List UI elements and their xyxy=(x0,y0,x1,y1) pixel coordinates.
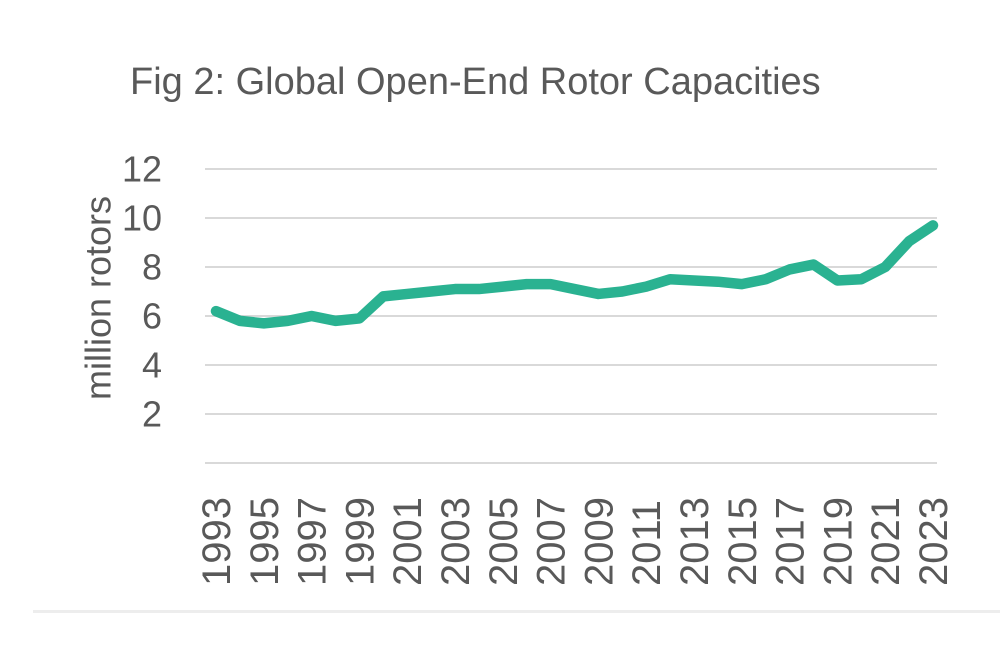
y-tick-label: 6 xyxy=(142,296,162,337)
x-tick-label: 1997 xyxy=(291,497,335,586)
y-axis-tick-labels: 2 4 6 8 10 12 xyxy=(122,149,162,435)
chart-title: Fig 2: Global Open-End Rotor Capacities xyxy=(130,61,821,103)
x-tick-label: 1993 xyxy=(195,497,239,586)
x-tick-label: 2015 xyxy=(721,497,765,586)
x-tick-label: 2003 xyxy=(434,497,478,586)
x-tick-label: 2017 xyxy=(769,497,813,586)
y-tick-label: 4 xyxy=(142,345,162,386)
capacity-line-series xyxy=(210,220,939,329)
x-tick-label: 2013 xyxy=(673,497,717,586)
y-tick-label: 12 xyxy=(122,149,162,190)
x-tick-label: 1999 xyxy=(338,497,382,586)
bottom-divider xyxy=(33,610,1000,613)
x-axis-tick-labels: 1993 1995 1997 1999 2001 2003 2005 2007 2009 2011… xyxy=(195,497,956,586)
x-tick-label: 2005 xyxy=(482,497,526,586)
x-tick-label: 2011 xyxy=(625,500,669,586)
x-tick-label: 2007 xyxy=(530,497,574,586)
y-tick-label: 8 xyxy=(142,247,162,288)
x-tick-label: 2023 xyxy=(912,497,956,586)
y-tick-label: 10 xyxy=(122,198,162,239)
x-tick-label: 2021 xyxy=(864,497,908,586)
x-tick-label: 2019 xyxy=(816,497,860,586)
x-tick-label: 2001 xyxy=(386,497,430,586)
y-tick-label: 2 xyxy=(142,394,162,435)
x-tick-label: 2009 xyxy=(577,497,621,586)
y-axis-title: million rotors xyxy=(78,196,119,400)
x-tick-label: 1995 xyxy=(243,497,287,586)
